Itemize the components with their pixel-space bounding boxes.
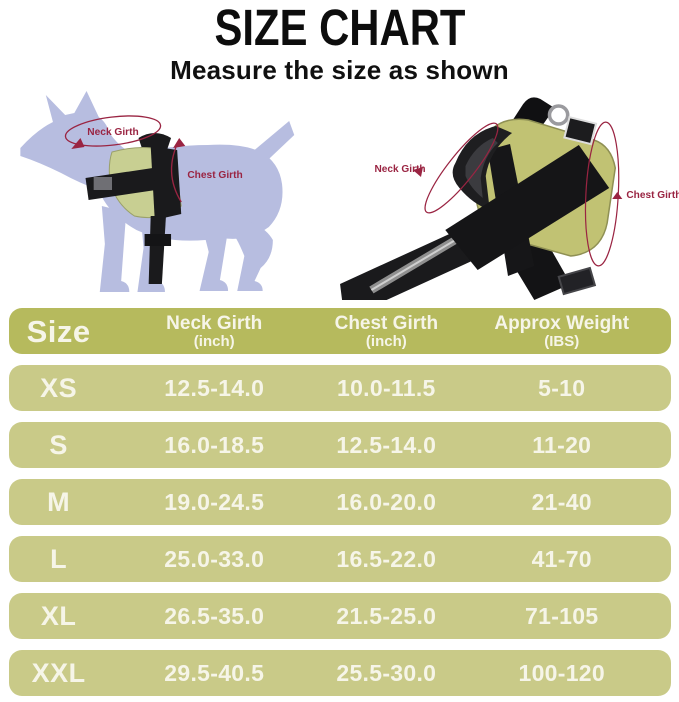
dog-measurement-diagram: Neck Girth Chest Girth bbox=[20, 91, 295, 293]
page-subtitle: Measure the size as shown bbox=[170, 55, 509, 86]
header: SIZE CHART Measure the size as shown bbox=[0, 0, 679, 86]
table-row-m: M 19.0-24.5 16.0-20.0 21-40 bbox=[9, 479, 671, 526]
table-row-l: L 25.0-33.0 16.5-22.0 41-70 bbox=[9, 536, 671, 583]
table-row-s: S 16.0-18.5 12.5-14.0 11-20 bbox=[9, 422, 671, 469]
measurement-figures: Neck Girth Chest Girth bbox=[0, 88, 679, 301]
neck-girth-label-dog: Neck Girth bbox=[87, 127, 138, 138]
table-header-row: Size Neck Girth (inch) Chest Girth (inch… bbox=[9, 308, 671, 355]
header-neck-girth: Neck Girth (inch) bbox=[166, 312, 263, 350]
table-row-xxl: XXL 29.5-40.5 25.5-30.0 100-120 bbox=[9, 650, 671, 697]
table-row-xs: XS 12.5-14.0 10.0-11.5 5-10 bbox=[9, 365, 671, 412]
table-row-xl: XL 26.5-35.0 21.5-25.0 71-105 bbox=[9, 593, 671, 640]
chest-girth-arrow-harness bbox=[612, 192, 623, 200]
header-size: Size bbox=[26, 313, 91, 349]
neck-girth-arrow-dog bbox=[71, 138, 85, 150]
harness-product-photo: Neck Girth Chest Girth bbox=[340, 97, 679, 301]
dog-tail bbox=[254, 121, 295, 162]
neck-girth-arrow-harness bbox=[412, 167, 424, 178]
brand-patch bbox=[563, 116, 598, 146]
page-title: SIZE CHART bbox=[214, 0, 465, 56]
header-approx-weight: Approx Weight (IBS) bbox=[494, 312, 630, 350]
chest-girth-arrow-dog bbox=[173, 138, 186, 149]
size-table: Size Neck Girth (inch) Chest Girth (inch… bbox=[9, 308, 671, 697]
chest-girth-label-harness: Chest Girth bbox=[626, 190, 679, 201]
leash-ring bbox=[547, 104, 570, 126]
harness-on-dog bbox=[85, 133, 182, 285]
chest-girth-label-dog: Chest Girth bbox=[187, 170, 242, 181]
harness-product bbox=[340, 97, 617, 301]
neck-girth-label-harness: Neck Girth bbox=[374, 164, 425, 175]
header-chest-girth: Chest Girth (inch) bbox=[334, 312, 439, 350]
